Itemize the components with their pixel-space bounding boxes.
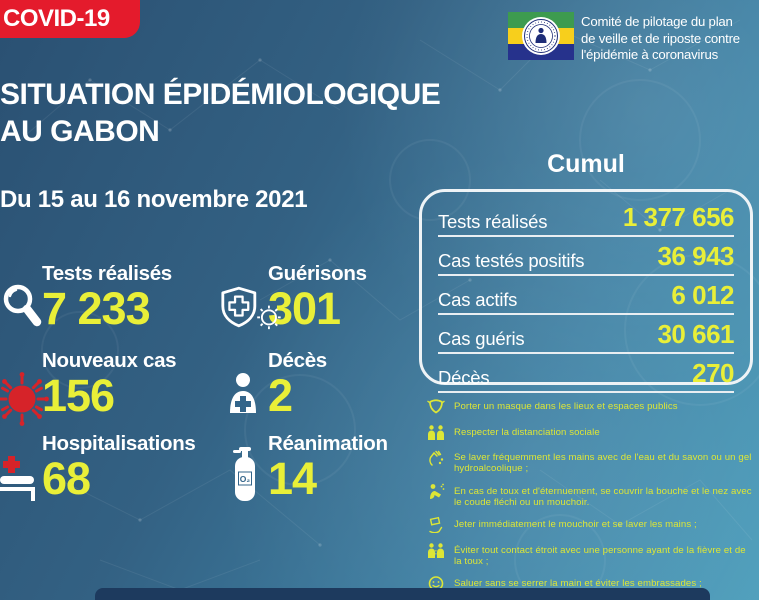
- cumul-row-value: 36 943: [657, 241, 734, 271]
- stat-tests-realises: Tests réalisés 7 233: [0, 262, 225, 332]
- guideline-text: Jeter immédiatement le mouchoir et se la…: [454, 519, 697, 530]
- cumul-row-gueris: Cas guéris 30 661: [438, 315, 734, 354]
- cumul-row-label: Décès: [438, 367, 490, 388]
- stat-deces: Décès 2: [225, 349, 450, 419]
- cumul-row-value: 6 012: [671, 280, 734, 310]
- cumul-row-label: Cas testés positifs: [438, 250, 585, 271]
- stat-value: 14: [268, 453, 317, 504]
- cumul-row-label: Cas actifs: [438, 289, 518, 310]
- covid19-banner-label: COVID-19: [3, 5, 110, 32]
- cumul-row-value: 270: [692, 358, 734, 388]
- distancing-icon: [428, 424, 444, 440]
- mask-icon: [427, 399, 445, 414]
- committee-name-line2: de veille et de riposte contre: [581, 30, 740, 46]
- guideline-mask: Porter un masque dans les lieux et espac…: [427, 398, 755, 415]
- cumul-row-value: 1 377 656: [622, 202, 735, 232]
- guideline-text: Se laver fréquemment les mains avec de l…: [454, 452, 752, 474]
- magnifier-icon: [3, 284, 45, 335]
- cough-elbow-icon: [430, 483, 445, 499]
- gabon-seal-icon: [522, 17, 560, 55]
- stat-label: Hospitalisations: [42, 432, 196, 455]
- committee-name: Comité de pilotage du plan de veille et …: [581, 12, 740, 64]
- guideline-text: Saluer sans se serrer la main et éviter …: [454, 578, 702, 589]
- cumul-row-value: 30 661: [657, 319, 734, 349]
- cumul-row-positifs: Cas testés positifs 36 943: [438, 237, 734, 276]
- guideline-distancing: Respecter la distanciation sociale: [427, 424, 755, 441]
- person-cross-icon: [228, 373, 260, 418]
- stat-reanimation: O₂ Réanimation 14: [225, 432, 450, 502]
- stat-label: Tests réalisés: [42, 262, 172, 285]
- stat-value: 7 233: [42, 283, 151, 334]
- footer-ribbon: [95, 588, 710, 600]
- prevention-guidelines: Porter un masque dans les lieux et espac…: [427, 398, 755, 600]
- cumul-row-deces: Décès 270: [438, 354, 734, 393]
- stat-nouveaux-cas: Nouveaux cas 156: [0, 349, 225, 426]
- svg-text:O₂: O₂: [240, 474, 251, 484]
- committee-name-line1: Comité de pilotage du plan: [581, 14, 733, 29]
- stat-label: Décès: [268, 349, 327, 372]
- committee-logo: Comité de pilotage du plan de veille et …: [508, 12, 740, 64]
- cumul-row-label: Cas guéris: [438, 328, 525, 349]
- hospital-bed-icon: [0, 454, 40, 507]
- avoid-contact-icon: [428, 542, 444, 558]
- stat-value: 68: [42, 453, 91, 504]
- page-title-line2: AU GABON: [0, 115, 160, 148]
- stat-label: Nouveaux cas: [42, 349, 177, 372]
- gabon-flag-icon: [508, 12, 574, 60]
- stat-guerisons: Guérisons 301: [221, 262, 450, 334]
- hand-wash-icon: [429, 450, 444, 466]
- cumul-row-label: Tests réalisés: [438, 211, 548, 232]
- cumul-row-actifs: Cas actifs 6 012: [438, 276, 734, 315]
- guideline-hand-wash: Se laver fréquemment les mains avec de l…: [427, 449, 755, 474]
- guideline-text: Respecter la distanciation sociale: [454, 426, 600, 438]
- page-title-line1: SITUATION ÉPIDÉMIOLOGIQUE: [0, 78, 441, 111]
- guideline-text: En cas de toux et d'éternuement, se couv…: [454, 485, 752, 508]
- stat-label: Réanimation: [268, 432, 388, 455]
- guideline-cough-elbow: En cas de toux et d'éternuement, se couv…: [427, 483, 755, 508]
- guideline-throw-tissue: Jeter immédiatement le mouchoir et se la…: [427, 516, 755, 533]
- reporting-period: Du 15 au 16 novembre 2021: [0, 186, 308, 213]
- guideline-text: Porter un masque dans les lieux et espac…: [454, 401, 678, 412]
- guideline-avoid-contact: Éviter tout contact étroit avec une pers…: [427, 542, 755, 567]
- guideline-text: Éviter tout contact étroit avec une pers…: [454, 544, 746, 567]
- shield-cross-virus-icon: [220, 285, 284, 335]
- stat-label: Guérisons: [268, 262, 367, 285]
- committee-name-line3: l'épidémie à coronavirus: [581, 47, 718, 62]
- stat-value: 301: [268, 283, 341, 334]
- throw-tissue-icon: [429, 516, 443, 533]
- covid19-banner: COVID-19: [0, 0, 140, 38]
- cumul-table: Tests réalisés 1 377 656 Cas testés posi…: [419, 189, 753, 393]
- stat-value: 156: [42, 370, 115, 421]
- stat-value: 2: [268, 370, 293, 421]
- cumul-row-tests: Tests réalisés 1 377 656: [438, 198, 735, 237]
- page-title: SITUATION ÉPIDÉMIOLOGIQUE AU GABON: [0, 76, 441, 150]
- cumul-title: Cumul: [547, 150, 625, 178]
- stat-hospitalisations: Hospitalisations 68: [0, 432, 225, 502]
- oxygen-tank-icon: O₂: [233, 445, 257, 508]
- virus-icon: [0, 372, 50, 431]
